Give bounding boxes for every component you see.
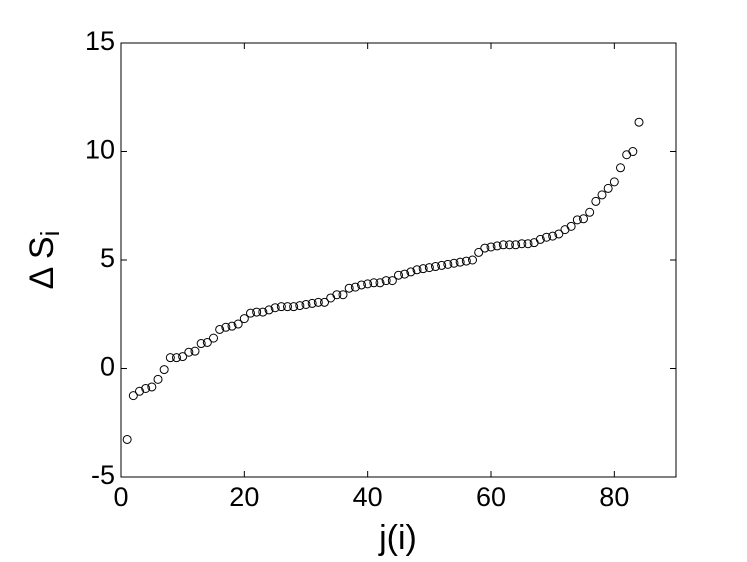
point	[406, 267, 416, 277]
point	[122, 434, 132, 444]
point	[603, 183, 613, 193]
point	[609, 177, 619, 187]
point	[135, 386, 144, 396]
point	[566, 221, 576, 231]
point	[542, 232, 551, 242]
point	[209, 333, 218, 343]
point	[147, 382, 157, 392]
point	[431, 262, 440, 272]
point	[381, 276, 391, 286]
point	[184, 347, 194, 357]
point	[264, 305, 274, 315]
point	[289, 302, 299, 312]
y-axis-label-main: Δ S	[23, 236, 61, 289]
x-tick-label: 80	[599, 482, 629, 512]
point	[301, 299, 311, 309]
point	[628, 147, 638, 156]
point	[221, 322, 231, 332]
point	[474, 247, 484, 257]
point	[246, 308, 255, 318]
point	[196, 339, 206, 349]
point	[622, 150, 632, 160]
point	[616, 163, 625, 173]
point	[418, 264, 428, 274]
point	[338, 290, 348, 300]
point	[178, 352, 188, 362]
x-tick-label: 0	[113, 482, 128, 512]
point	[141, 383, 151, 393]
y-tick-label: 5	[100, 243, 115, 273]
point	[227, 321, 237, 331]
point	[252, 307, 262, 317]
point	[326, 293, 336, 303]
point	[276, 302, 286, 312]
point	[357, 280, 366, 290]
point	[400, 269, 410, 279]
axes-box	[120, 42, 677, 478]
point	[486, 242, 496, 252]
y-axis-label-subscript: i	[35, 231, 65, 237]
y-tick-label: 0	[100, 352, 115, 382]
point	[283, 302, 292, 312]
y-tick-label: 10	[85, 135, 115, 165]
point	[375, 278, 385, 288]
point	[492, 241, 502, 251]
x-tick-label: 60	[476, 482, 506, 512]
point	[165, 353, 175, 363]
point	[591, 196, 601, 206]
point	[307, 298, 317, 308]
y-tick-label: 15	[85, 26, 115, 56]
point	[480, 243, 490, 253]
point	[387, 276, 397, 286]
point	[634, 117, 644, 127]
point	[258, 307, 268, 317]
point	[449, 258, 459, 268]
point	[505, 240, 514, 250]
point	[233, 319, 243, 329]
point	[579, 214, 588, 224]
point	[344, 283, 354, 293]
point	[468, 255, 477, 265]
point	[270, 303, 280, 313]
point	[455, 257, 465, 267]
point	[560, 225, 570, 235]
point	[572, 215, 582, 225]
point	[363, 279, 373, 289]
point	[511, 240, 521, 250]
point	[350, 282, 360, 292]
point	[190, 346, 200, 356]
point	[554, 229, 564, 239]
point	[585, 207, 595, 217]
point	[461, 256, 471, 266]
x-axis-label: j(i)	[378, 519, 417, 557]
point	[202, 337, 212, 347]
point	[369, 278, 379, 288]
point	[313, 297, 323, 307]
y-axis-label: Δ Si	[23, 231, 65, 290]
point	[548, 231, 558, 241]
x-tick-label: 20	[229, 482, 259, 512]
point	[437, 260, 447, 270]
point	[498, 240, 508, 250]
point	[239, 314, 249, 324]
point	[394, 270, 403, 280]
point	[332, 290, 342, 300]
point	[412, 265, 422, 275]
point	[535, 234, 545, 244]
point	[320, 297, 329, 307]
y-tick-label: -5	[91, 460, 115, 490]
point	[597, 190, 607, 200]
point	[443, 259, 453, 269]
point	[159, 365, 169, 375]
point	[153, 374, 163, 384]
point	[215, 324, 225, 334]
point	[128, 391, 138, 401]
point	[424, 263, 434, 273]
x-tick-label: 40	[353, 482, 383, 512]
point	[523, 239, 533, 249]
point	[172, 353, 181, 363]
point	[295, 301, 305, 311]
point	[517, 239, 527, 249]
